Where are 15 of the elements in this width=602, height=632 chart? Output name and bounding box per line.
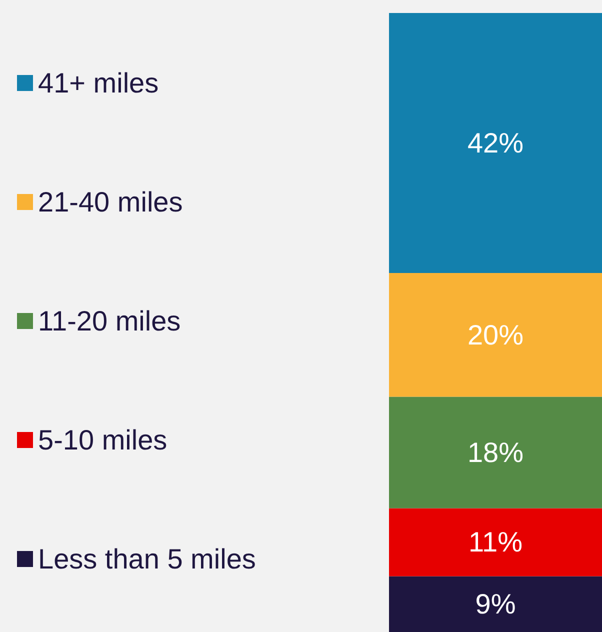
legend-label: 41+ miles	[38, 68, 159, 98]
legend-label: 21-40 miles	[38, 186, 183, 218]
data-label: 20%	[467, 319, 524, 350]
bar	[389, 272, 602, 397]
bar	[389, 576, 602, 632]
data-label: 18%	[467, 436, 524, 468]
data-label: 9%	[475, 588, 516, 620]
data-label: 11%	[468, 526, 522, 558]
data-label: 42%	[467, 127, 524, 158]
legend-label: 5-10 miles	[38, 424, 168, 456]
bar	[389, 508, 602, 576]
bar	[389, 13, 602, 273]
legend-label: 11-20 miles	[38, 306, 181, 336]
legend-label: Less than 5 miles	[38, 544, 256, 574]
bar	[389, 396, 602, 508]
